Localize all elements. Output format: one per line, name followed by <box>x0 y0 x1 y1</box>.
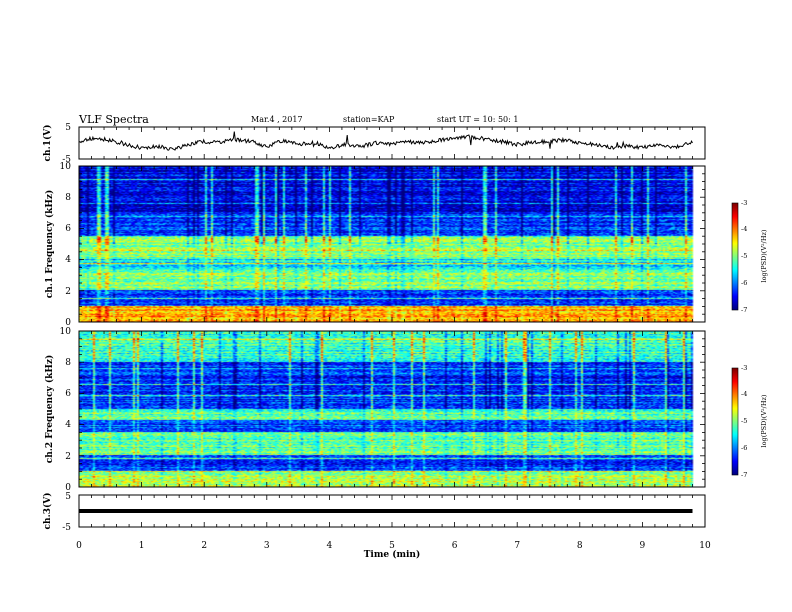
cb2-tick-neg5: -5 <box>741 417 747 425</box>
time-tick-label: 7 <box>514 541 520 551</box>
ch3-voltage-ylabel: ch.3(V) <box>42 493 53 530</box>
cb1-tick-neg7: -7 <box>741 306 747 314</box>
ch3-voltage-panel: 5 -5 ch.3(V) <box>42 492 706 533</box>
ch1-spectrogram-ylabel: ch.1 Frequency (kHz) <box>44 190 55 299</box>
ch1-spectrogram-panel: 0 2 4 6 8 10 ch.1 Frequency (kHz) -3 -4 … <box>44 162 768 328</box>
start-time-label: start UT = 10: 50: 1 <box>437 115 518 124</box>
cb1-gradient <box>732 203 738 310</box>
cb1-tick-neg6: -6 <box>741 279 747 287</box>
cb2-gradient <box>732 368 738 475</box>
time-tick-label: 8 <box>577 541 583 551</box>
ch2-freq-tick-4: 4 <box>65 420 71 430</box>
ch1-freq-tick-4: 4 <box>65 255 71 265</box>
time-tick-label: 4 <box>327 541 333 551</box>
station-label: station=KAP <box>343 115 395 124</box>
ch1-spectrogram-image <box>79 166 705 322</box>
ch1-freq-tick-10: 10 <box>60 162 72 172</box>
ch2-spectrogram-image <box>79 331 705 487</box>
ch1-voltage-ylabel: ch.1(V) <box>42 125 53 162</box>
ch1-freq-tick-8: 8 <box>65 193 71 203</box>
ch2-freq-tick-8: 8 <box>65 358 71 368</box>
date-label: Mar.4 , 2017 <box>251 115 303 124</box>
ch2-freq-tick-2: 2 <box>65 452 71 462</box>
ch2-freq-tick-6: 6 <box>65 389 71 399</box>
ch3-voltage-xticks <box>78 495 706 527</box>
cb2-label: log(PSD)(V²/Hz) <box>760 394 768 447</box>
ch2-spectrogram-ylabel: ch.2 Frequency (kHz) <box>44 355 55 464</box>
ch3-ytick-bottom: -5 <box>62 523 71 533</box>
ch2-spectrogram-ticks <box>78 330 706 488</box>
ch2-freq-tick-10: 10 <box>60 327 72 337</box>
ch1-voltage-panel: 5 -5 ch.1(V) <box>42 123 706 165</box>
figure-title: VLF Spectra <box>78 113 149 126</box>
cb2-tick-neg3: -3 <box>741 364 747 372</box>
cb2-tick-neg6: -6 <box>741 444 747 452</box>
time-tick-label: 2 <box>201 541 207 551</box>
time-tick-label: 0 <box>76 541 82 551</box>
ch1-freq-tick-2: 2 <box>65 287 71 297</box>
ch2-freq-tick-0: 0 <box>65 483 71 493</box>
ch2-spectrogram-panel: 0 2 4 6 8 10 ch.2 Frequency (kHz) -3 -4 … <box>44 327 768 493</box>
cb2-tick-neg7: -7 <box>741 471 747 479</box>
cb1-tick-neg3: -3 <box>741 199 747 207</box>
cb1-tick-neg4: -4 <box>741 225 747 233</box>
time-tick-label: 5 <box>389 541 395 551</box>
time-axis-label: Time (min) <box>364 549 421 560</box>
ch1-voltage-trace <box>78 131 693 151</box>
cb2-tick-neg4: -4 <box>741 390 747 398</box>
ch1-ytick-top: 5 <box>65 123 71 133</box>
ch1-freq-tick-0: 0 <box>65 318 71 328</box>
time-tick-label: 9 <box>640 541 646 551</box>
time-tick-label: 1 <box>139 541 145 551</box>
time-tick-label: 3 <box>264 541 270 551</box>
ch1-freq-tick-6: 6 <box>65 224 71 234</box>
time-tick-label: 10 <box>699 541 711 551</box>
ch1-spectrogram-ticks <box>78 165 706 323</box>
time-tick-label: 6 <box>452 541 458 551</box>
ch1-voltage-xticks <box>78 127 706 159</box>
ch3-ytick-top: 5 <box>65 492 71 502</box>
ch1-ytick-bottom: -5 <box>62 155 71 165</box>
time-axis-ticks: 0 1 2 3 4 5 6 7 8 9 10 <box>76 541 711 551</box>
cb1-tick-neg5: -5 <box>741 252 747 260</box>
cb1-label: log(PSD)(V²/Hz) <box>760 229 768 282</box>
